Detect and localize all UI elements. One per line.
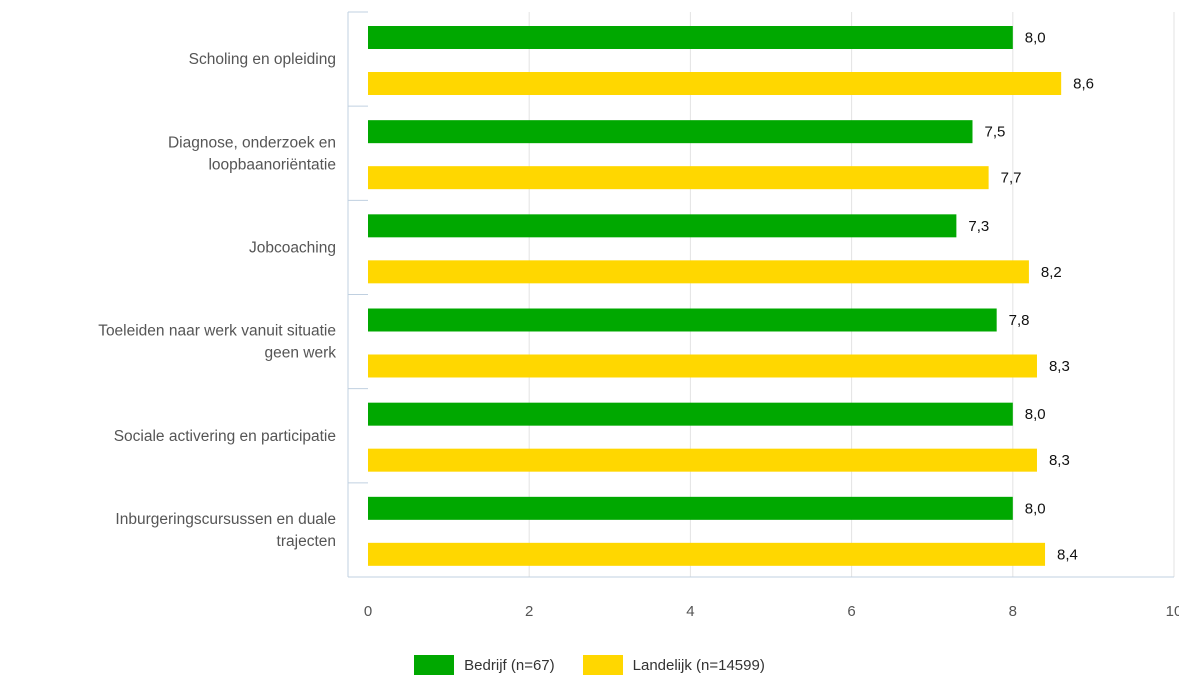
x-tick-label: 2 (525, 603, 533, 620)
data-label: 8,2 (1041, 264, 1062, 281)
legend-label-bedrijf: Bedrijf (n=67) (464, 656, 555, 674)
bar (368, 448, 1037, 472)
legend-swatch-bedrijf (414, 655, 455, 675)
x-tick-label: 10 (1166, 603, 1179, 620)
category-label: Sociale activering en participatie (114, 428, 336, 445)
category-label: Scholing en opleiding (189, 51, 336, 68)
bar (368, 354, 1037, 378)
category-label: Diagnose, onderzoek en (168, 134, 336, 151)
data-label: 8,3 (1049, 452, 1070, 469)
data-label: 8,4 (1057, 546, 1078, 563)
category-label: Inburgeringscursussen en duale (115, 511, 336, 528)
bar-chart: 0 2 4 6 8 10 Scholing en opleiding Diagnose, on… (98, 11, 1179, 620)
x-tick-label: 4 (686, 603, 694, 620)
x-tick-label: 6 (847, 603, 855, 620)
bar (368, 214, 957, 238)
bar (368, 120, 973, 144)
category-label: loopbaanoriëntatie (208, 156, 336, 173)
bar (368, 496, 1013, 520)
category-label: geen werk (264, 345, 336, 362)
bar (368, 402, 1013, 426)
bar (368, 166, 989, 190)
legend-item-landelijk[interactable]: Landelijk (n=14599) (582, 655, 765, 675)
data-label: 8,6 (1073, 76, 1094, 93)
data-label: 8,0 (1025, 406, 1046, 423)
legend-item-bedrijf[interactable]: Bedrijf (n=67) (414, 655, 555, 675)
bar (368, 308, 997, 332)
data-label: 8,0 (1025, 30, 1046, 47)
data-label: 8,0 (1025, 500, 1046, 517)
category-label: Jobcoaching (249, 239, 336, 256)
legend: Bedrijf (n=67) Landelijk (n=14599) (0, 655, 1179, 675)
legend-swatch-landelijk (582, 655, 623, 675)
legend-label-landelijk: Landelijk (n=14599) (632, 656, 765, 674)
data-label: 7,7 (1001, 170, 1022, 187)
x-tick-label: 8 (1009, 603, 1017, 620)
category-label: trajecten (277, 533, 336, 550)
data-label: 7,8 (1009, 312, 1030, 329)
bar (368, 542, 1046, 566)
bar (368, 72, 1062, 95)
bar (368, 260, 1029, 284)
data-label: 7,5 (985, 124, 1006, 141)
data-label: 7,3 (968, 218, 989, 235)
x-tick-label: 0 (364, 603, 372, 620)
category-label: Toeleiden naar werk vanuit situatie (98, 323, 336, 340)
data-label: 8,3 (1049, 358, 1070, 375)
bar (368, 26, 1013, 49)
